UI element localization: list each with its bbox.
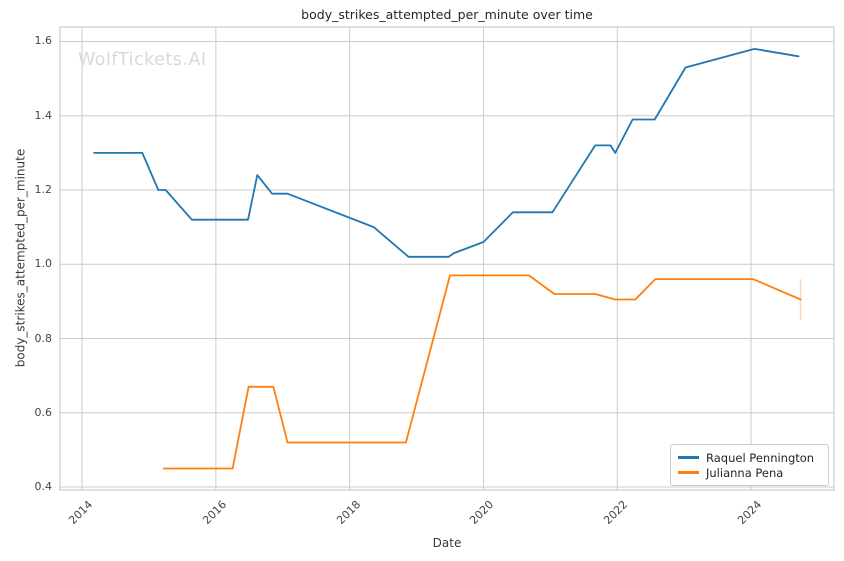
chart-title: body_strikes_attempted_per_minute over t… [301, 7, 593, 22]
y-tick-label: 1.0 [34, 257, 53, 271]
y-tick-label: 1.2 [34, 182, 53, 196]
legend-label: Raquel Pennington [706, 450, 815, 465]
legend-entry-julianna-pena: Julianna Pena [676, 466, 820, 480]
watermark: WolfTickets.AI [78, 50, 207, 70]
legend-line-swatch-orange [678, 471, 699, 474]
y-tick-label: 1.4 [34, 108, 53, 122]
y-tick-label: 0.8 [34, 331, 53, 345]
y-tick-label: 0.6 [34, 405, 53, 419]
x-axis-label: Date [432, 536, 462, 550]
legend-entry-raquel-pennington: Raquel Pennington [676, 451, 820, 465]
y-tick-label: 0.4 [34, 480, 53, 494]
series-line-0 [93, 48, 800, 258]
legend-label: Julianna Pena [706, 465, 784, 480]
y-tick-label: 1.6 [34, 34, 53, 48]
legend: Raquel Pennington Julianna Pena [670, 444, 829, 486]
series-line-1 [162, 274, 802, 470]
plot-border [59, 26, 835, 491]
legend-line-swatch-blue [678, 456, 699, 459]
